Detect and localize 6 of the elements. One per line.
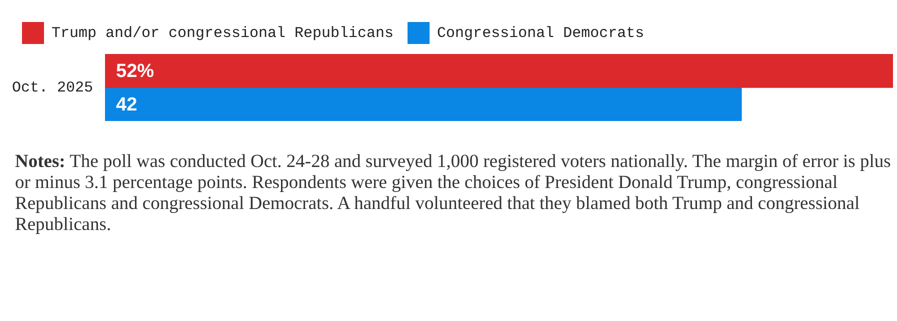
legend-label: Trump and/or congressional Republicans <box>52 24 394 42</box>
y-tick-label: Oct. 2025 <box>12 79 94 96</box>
legend-label: Congressional Democrats <box>437 24 644 42</box>
text: Notes: The poll was conducted Oct. 24-28 and surveyed 1,000 registered voters nationally. The margin of error is plus or minus 3.1 percentage points. Respondents were given the choices of President Donald Trump, congressional Republicans and congressional Democrats. A handful volunteered that they blamed both Trump and congressional Republicans. <box>14 152 892 236</box>
data-label: 42 <box>116 94 138 116</box>
data-label: 52% <box>116 60 154 82</box>
